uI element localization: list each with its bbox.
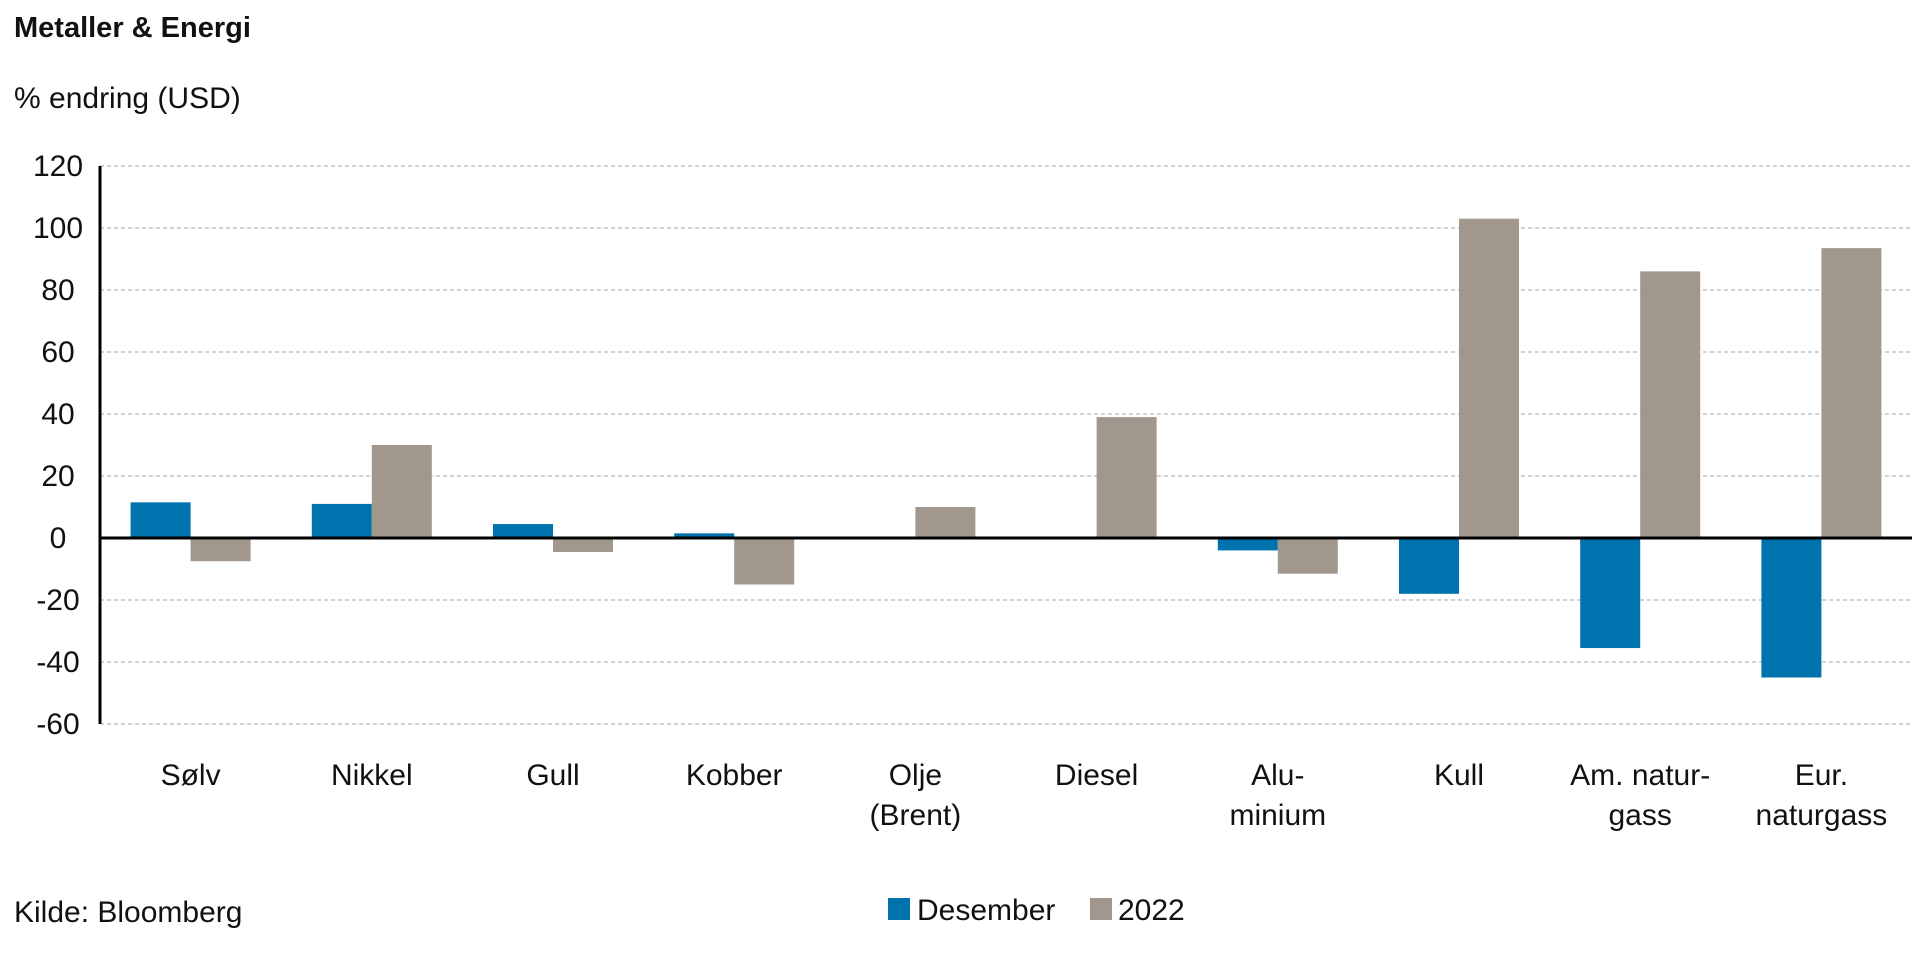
category-label: Kobber <box>686 759 783 792</box>
chart-source: Kilde: Bloomberg <box>14 896 243 929</box>
y-tick-label: 80 <box>41 274 74 307</box>
category-label: Kull <box>1434 759 1484 792</box>
category-label: Am. natur- <box>1570 759 1710 792</box>
gridlines <box>100 165 1912 725</box>
category-label: Olje <box>889 759 942 792</box>
y-tick-label: -40 <box>36 646 79 679</box>
legend-label: Desember <box>917 894 1055 927</box>
y-tick-label: 0 <box>50 522 67 555</box>
legend-swatch <box>888 898 910 920</box>
bars <box>130 218 1882 678</box>
bar-y2022 <box>190 538 251 562</box>
bar-desember <box>1399 538 1459 594</box>
bar-y2022 <box>734 538 795 585</box>
category-label: Diesel <box>1055 759 1138 792</box>
category-label: (Brent) <box>870 799 962 832</box>
bar-desember <box>311 503 372 538</box>
y-axis-unit-label: % endring (USD) <box>14 82 241 115</box>
bar-y2022 <box>1096 417 1157 538</box>
bar-y2022 <box>1640 271 1701 538</box>
legend-label: 2022 <box>1118 894 1185 927</box>
legend: Desember 2022 <box>888 894 1185 927</box>
bar-y2022 <box>1459 218 1519 538</box>
bar-y2022 <box>915 507 976 538</box>
bar-y2022 <box>371 445 432 538</box>
legend-swatch <box>1090 898 1112 920</box>
y-axis-ticks: 120 100 80 60 40 20 0 -20 -40 -60 <box>33 150 83 741</box>
bar-desember <box>130 502 191 538</box>
bar-desember <box>1580 538 1641 649</box>
y-tick-label: 60 <box>41 336 74 369</box>
category-label: Nikkel <box>331 759 413 792</box>
bar-desember <box>1217 538 1278 551</box>
bar-y2022 <box>1277 538 1338 574</box>
category-label: naturgass <box>1756 799 1888 832</box>
category-label: minium <box>1229 799 1326 832</box>
bar-y2022 <box>1821 248 1882 538</box>
category-label: Gull <box>526 759 579 792</box>
category-label: Sølv <box>161 759 221 792</box>
y-tick-label: 100 <box>33 212 83 245</box>
bar-y2022 <box>553 538 613 552</box>
axes <box>98 166 1912 724</box>
x-axis-categories: Sølv Nikkel Gull Kobber Olje (Brent) Diesel Alu… <box>161 759 1888 832</box>
y-tick-label: 20 <box>41 460 74 493</box>
y-tick-label: 120 <box>33 150 83 183</box>
bar-desember <box>493 524 553 538</box>
category-label: Eur. <box>1795 759 1848 792</box>
chart-title: Metaller & Energi <box>14 12 251 44</box>
y-tick-label: -60 <box>36 708 79 741</box>
bar-desember <box>674 533 735 538</box>
bar-desember <box>1761 538 1822 678</box>
y-tick-label: -20 <box>36 584 79 617</box>
y-tick-label: 40 <box>41 398 74 431</box>
category-label: gass <box>1609 799 1672 832</box>
category-label: Alu- <box>1251 759 1304 792</box>
